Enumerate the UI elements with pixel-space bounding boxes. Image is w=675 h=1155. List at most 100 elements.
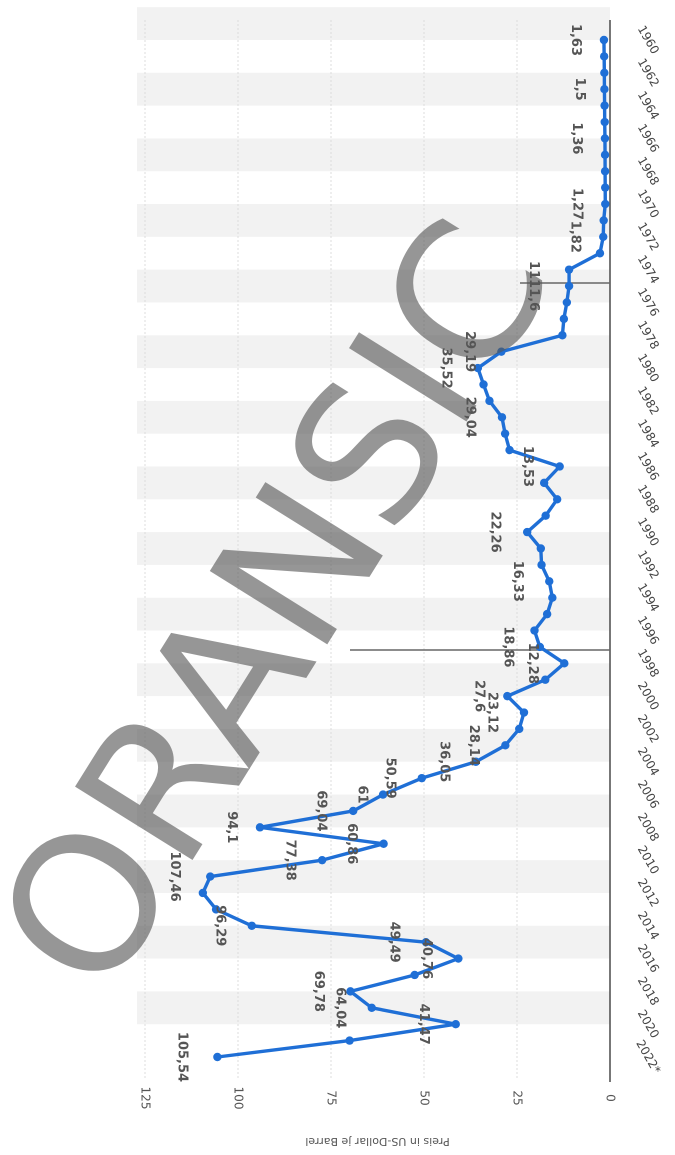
data-label: 28,14 xyxy=(466,725,481,766)
data-point xyxy=(600,134,610,143)
x-tick-label: 2002 xyxy=(635,712,662,745)
x-tick-label: 1990 xyxy=(635,515,662,548)
grid-band xyxy=(137,269,610,303)
y-tick-label: 75 xyxy=(325,1090,339,1105)
data-point xyxy=(522,527,532,537)
data-label: 23,12 xyxy=(484,692,499,733)
data-point xyxy=(600,117,609,127)
data-point xyxy=(211,905,221,914)
x-tick-label: 1976 xyxy=(635,285,662,318)
data-point xyxy=(541,511,550,520)
data-point xyxy=(503,691,512,701)
data-point xyxy=(213,1052,222,1062)
grid-bands xyxy=(137,7,610,1025)
data-label: 35,52 xyxy=(438,348,453,389)
data-point xyxy=(497,347,506,356)
x-tick-label: 2004 xyxy=(635,745,662,778)
x-tick-label: 1964 xyxy=(635,89,662,122)
data-label: 105,54 xyxy=(174,1032,189,1082)
data-point xyxy=(367,1003,376,1012)
data-label: 16,33 xyxy=(510,561,525,602)
data-label: 50,59 xyxy=(382,758,397,799)
data-label: 40,76 xyxy=(419,938,434,979)
x-tick-labels: 1960196219641966196819701972197419761978… xyxy=(633,23,663,1076)
data-label: 1,27 xyxy=(569,188,584,220)
data-point xyxy=(539,478,549,488)
data-point xyxy=(473,363,483,373)
data-point xyxy=(559,314,569,324)
y-tick-label: 125 xyxy=(139,1087,153,1110)
data-point xyxy=(378,790,388,799)
data-point xyxy=(500,429,510,438)
series-line-group xyxy=(198,35,610,1062)
y-tick-labels: 0 25 50 75 100 125 xyxy=(139,1087,618,1110)
data-point xyxy=(471,757,481,766)
data-label: 69,78 xyxy=(311,971,326,1012)
data-point xyxy=(562,298,572,307)
grid-band xyxy=(137,72,610,106)
data-label: 107,46 xyxy=(167,851,182,901)
data-label: 36,05 xyxy=(436,741,451,782)
y-tick-label: 50 xyxy=(418,1090,432,1105)
x-tick-label: 1994 xyxy=(635,581,662,614)
x-tick-label: 1982 xyxy=(635,384,662,417)
data-label: 27,6 xyxy=(471,680,486,712)
data-label: 1,63 xyxy=(568,24,583,56)
data-point xyxy=(564,265,574,274)
data-label: 22,26 xyxy=(488,512,503,553)
grid-band xyxy=(137,7,610,40)
data-point xyxy=(564,281,574,291)
data-point xyxy=(560,659,569,668)
data-point xyxy=(454,954,463,963)
data-point xyxy=(600,101,609,110)
x-tick-label: 1970 xyxy=(635,187,662,220)
x-tick-label: 2018 xyxy=(635,974,662,1007)
data-point xyxy=(485,396,494,406)
data-point xyxy=(345,1036,354,1045)
x-tick-label: 1966 xyxy=(635,121,662,154)
data-point xyxy=(247,921,257,930)
data-point xyxy=(317,855,327,865)
data-point xyxy=(599,52,609,61)
data-point xyxy=(421,937,431,947)
grid-band xyxy=(137,597,610,631)
data-point xyxy=(515,724,524,734)
x-tick-label: 1986 xyxy=(635,450,662,483)
x-tick-label: 2006 xyxy=(635,778,662,811)
data-label: 41,47 xyxy=(416,1004,431,1045)
data-point xyxy=(417,773,427,783)
y-axis-label: Preis in US-Dollar je Barrel xyxy=(305,1135,449,1148)
data-point xyxy=(505,445,514,455)
x-tick-label: 1992 xyxy=(635,548,662,581)
data-point xyxy=(535,642,545,652)
data-label: 12,28 xyxy=(525,643,540,684)
data-point xyxy=(599,216,608,225)
data-label: 77,38 xyxy=(283,840,298,881)
grid-band xyxy=(137,466,610,500)
data-labels: 1,63 1,5 1,36 1,271,82 1111,6 35,52 29,19 29,04… xyxy=(167,24,587,1082)
data-label: 96,29 xyxy=(212,905,227,946)
data-label: 1,5 xyxy=(572,78,587,101)
data-point xyxy=(552,495,562,504)
x-tick-label: 1962 xyxy=(635,56,662,89)
data-point xyxy=(599,35,609,45)
data-point xyxy=(348,806,358,816)
data-point xyxy=(601,183,610,192)
data-point xyxy=(536,544,546,553)
data-point xyxy=(548,593,557,602)
data-label: 69,04 xyxy=(314,790,329,831)
data-point xyxy=(255,823,265,832)
x-tick-label: 2020 xyxy=(635,1007,662,1040)
y-tick-label: 100 xyxy=(232,1087,246,1110)
data-point xyxy=(206,872,215,881)
grid-band xyxy=(137,400,610,434)
x-tick-label: 1996 xyxy=(635,614,662,647)
data-label: 49,49 xyxy=(386,922,401,963)
y-tick-label: 0 xyxy=(604,1094,618,1102)
data-label: 60,86 xyxy=(344,823,359,864)
x-tick-label: 1988 xyxy=(635,482,662,515)
x-tick-label: 2016 xyxy=(635,942,662,975)
data-point xyxy=(558,331,567,340)
data-point xyxy=(537,560,546,570)
